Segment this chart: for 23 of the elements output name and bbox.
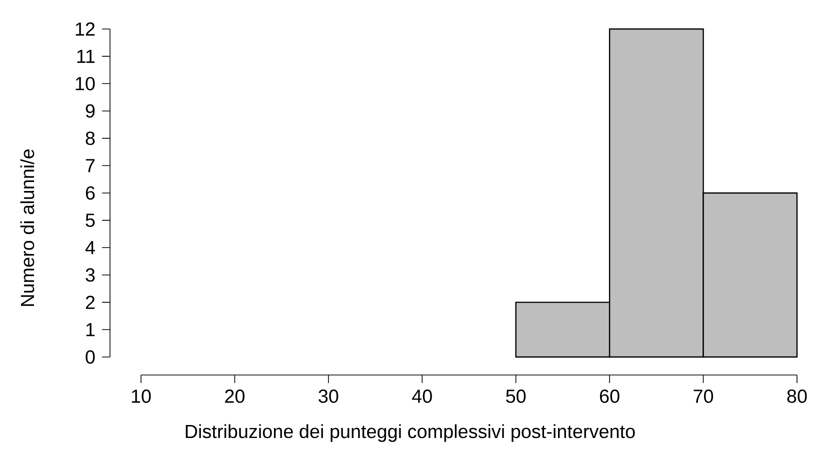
y-tick-label: 8 [86, 132, 95, 146]
y-tick-label: 9 [86, 104, 95, 118]
x-tick-label: 10 [132, 389, 151, 403]
y-tick-label: 3 [86, 268, 95, 282]
y-tick-label: 4 [85, 241, 95, 254]
x-tick-label: 20 [225, 389, 244, 403]
y-tick-label: 6 [86, 186, 95, 200]
y-tick-label: 2 [86, 296, 95, 309]
y-tick-label: 7 [86, 159, 95, 172]
y-tick-label: 5 [86, 214, 95, 227]
x-tick-label: 60 [600, 389, 620, 403]
y-tick-label: 11 [77, 50, 95, 63]
x-tick-label: 70 [694, 389, 714, 403]
y-tick-label: 12 [76, 22, 95, 36]
y-tick-label: 10 [76, 76, 95, 90]
x-tick-label: 40 [412, 389, 432, 403]
y-tick-label: 1 [86, 323, 95, 336]
x-tick-label: 30 [318, 389, 338, 403]
y-tick-label: 0 [86, 350, 95, 364]
x-tick-label: 50 [506, 389, 526, 403]
x-axis-title: Distribuzione dei punteggi complessivi post-intervento [186, 424, 635, 442]
x-tick-label: 80 [787, 389, 807, 403]
y-axis-title: Numero di alunni/e [20, 149, 34, 306]
